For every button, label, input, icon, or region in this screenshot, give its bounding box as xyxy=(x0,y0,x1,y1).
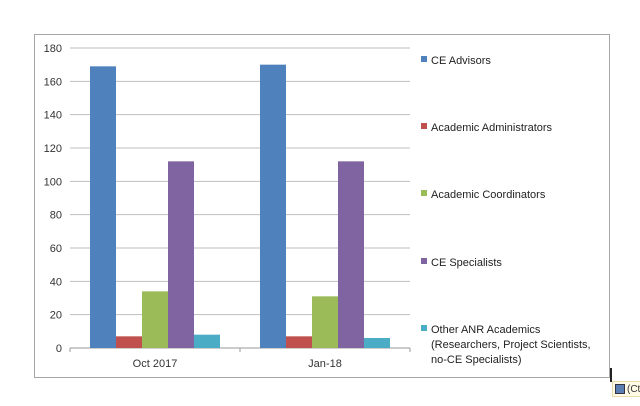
y-tick-label: 40 xyxy=(50,276,62,288)
y-tick-label: 0 xyxy=(56,343,62,355)
y-tick-label: 60 xyxy=(50,243,62,255)
clipboard-icon xyxy=(615,384,625,394)
legend-label: CE Specialists xyxy=(431,257,502,269)
x-tick-label: Oct 2017 xyxy=(133,358,178,370)
x-tick-label: Jan-18 xyxy=(308,358,342,370)
legend-label: (Researchers, Project Scientists, xyxy=(431,339,591,351)
bar-0-0 xyxy=(90,66,116,348)
bar-1-0 xyxy=(116,336,142,348)
y-tick-label: 140 xyxy=(44,110,62,122)
legend-swatch xyxy=(421,325,427,331)
bar-4-1 xyxy=(364,338,390,348)
y-tick-label: 180 xyxy=(44,43,62,55)
bar-0-1 xyxy=(260,64,286,349)
bar-2-0 xyxy=(142,291,168,348)
bar-3-1 xyxy=(338,161,364,348)
bar-1-1 xyxy=(286,336,312,348)
legend-swatch xyxy=(421,190,427,196)
bar-3-0 xyxy=(168,161,194,348)
y-tick-label: 20 xyxy=(50,310,62,322)
bar-4-0 xyxy=(194,334,220,348)
paste-options-button[interactable]: (Ct xyxy=(612,381,640,397)
legend-label: CE Advisors xyxy=(431,55,491,67)
paste-options-label: (Ct xyxy=(627,383,640,395)
legend-swatch xyxy=(421,258,427,264)
legend-swatch xyxy=(421,123,427,129)
y-tick-label: 80 xyxy=(50,210,62,222)
text-cursor xyxy=(610,368,612,382)
bar-2-1 xyxy=(312,296,338,348)
y-tick-label: 100 xyxy=(44,176,62,188)
legend-label: Other ANR Academics xyxy=(431,324,541,336)
legend-label: Academic Coordinators xyxy=(431,189,546,201)
y-tick-label: 160 xyxy=(44,76,62,88)
y-tick-label: 120 xyxy=(44,143,62,155)
legend-label: no-CE Specialists) xyxy=(431,354,521,366)
legend-swatch xyxy=(421,56,427,62)
legend-label: Academic Administrators xyxy=(431,122,553,134)
